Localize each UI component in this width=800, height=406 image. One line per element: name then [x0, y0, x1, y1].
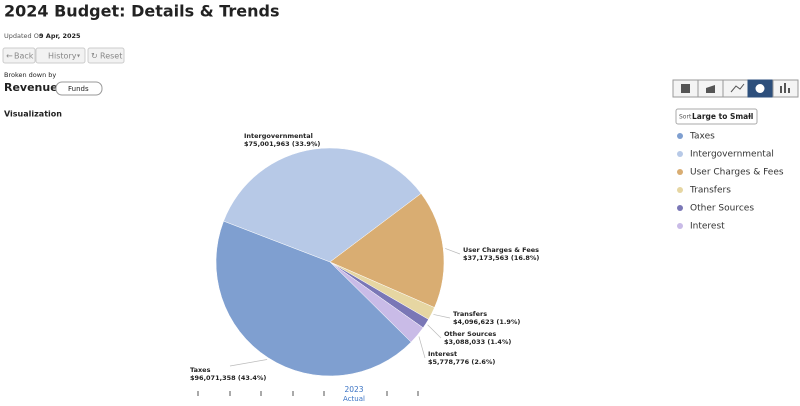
- slice-name: Other Sources: [444, 330, 496, 338]
- reset-text: Reset: [100, 52, 122, 61]
- leader-line: [433, 314, 451, 319]
- pie-slice: [215, 220, 412, 377]
- reset-button[interactable]: [87, 47, 125, 64]
- breakdown-value: Revenues: [4, 81, 65, 94]
- back-button[interactable]: [2, 47, 36, 64]
- view-button[interactable]: [722, 79, 749, 98]
- history-caret: ▾: [77, 53, 80, 60]
- view-switcher: [672, 79, 799, 98]
- legend-label: User Charges & Fees: [690, 168, 784, 178]
- slice-value: $4,096,623 (1.9%): [453, 318, 520, 326]
- icon: [780, 83, 790, 93]
- slice-name: Taxes: [190, 366, 211, 374]
- slice-value: $5,778,776 (2.6%): [428, 358, 495, 366]
- section-title: Visualization: [4, 110, 62, 119]
- legend-label: Intergovernmental: [690, 150, 774, 160]
- timeline-year[interactable]: 2023: [344, 385, 363, 394]
- legend-swatch: [677, 223, 683, 229]
- sort-value: Large to Small: [692, 112, 753, 121]
- sort-select[interactable]: [675, 108, 758, 125]
- legend-label: Interest: [690, 222, 725, 232]
- leader-line: [311, 141, 315, 148]
- slice-name: User Charges & Fees: [463, 246, 539, 254]
- history-text: History: [48, 52, 77, 61]
- pie-slice: [329, 193, 445, 308]
- sort-label: Sort: [679, 114, 692, 121]
- updated-date: 9 Apr, 2025: [39, 32, 81, 40]
- pie-chart: Intergovernmental$75,001,963 (33.9%) User…: [190, 132, 539, 382]
- reset-icon: ↻: [91, 52, 98, 61]
- slice-name: Intergovernmental: [244, 132, 313, 140]
- slice-value: $3,088,033 (1.4%): [444, 338, 511, 346]
- icon: [681, 84, 690, 93]
- history-button[interactable]: [35, 47, 86, 64]
- slice-name: Interest: [428, 350, 457, 358]
- icon: [755, 84, 765, 93]
- legend-swatch: [677, 133, 683, 139]
- legend-label: Other Sources: [690, 204, 754, 214]
- slice-name: Transfers: [453, 310, 487, 318]
- pie-slice: [223, 147, 422, 263]
- icon: [730, 83, 745, 93]
- funds-filter[interactable]: [55, 81, 103, 96]
- page-title: 2024 Budget: Details & Trends: [4, 2, 280, 21]
- sort-caret: ▾: [748, 114, 751, 121]
- timeline-label: Actual: [343, 395, 365, 403]
- funds-text: Funds: [68, 85, 89, 93]
- icon: [706, 85, 715, 93]
- slice-value: $96,071,358 (43.4%): [190, 374, 266, 382]
- leader-line: [418, 336, 426, 359]
- timeline: 2023 Actual: [197, 385, 419, 403]
- breakdown-label: Broken down by: [4, 71, 56, 79]
- back-text: Back: [14, 52, 34, 61]
- legend-swatch: [677, 205, 683, 211]
- slice-value: $37,173,563 (16.8%): [463, 254, 539, 262]
- leader-line: [229, 359, 268, 367]
- updated-label: Updated On: [4, 32, 43, 40]
- leader-line: [445, 248, 461, 255]
- legend-swatch: [677, 187, 683, 193]
- legend-label: Taxes: [689, 132, 715, 142]
- back-icon: ←: [6, 52, 13, 61]
- legend-label: Transfers: [689, 186, 731, 196]
- legend-swatch: [677, 151, 683, 157]
- slice-value: $75,001,963 (33.9%): [244, 140, 320, 148]
- timeline-ticks: [197, 391, 419, 396]
- legend-swatch: [677, 169, 683, 175]
- leader-line: [427, 324, 442, 339]
